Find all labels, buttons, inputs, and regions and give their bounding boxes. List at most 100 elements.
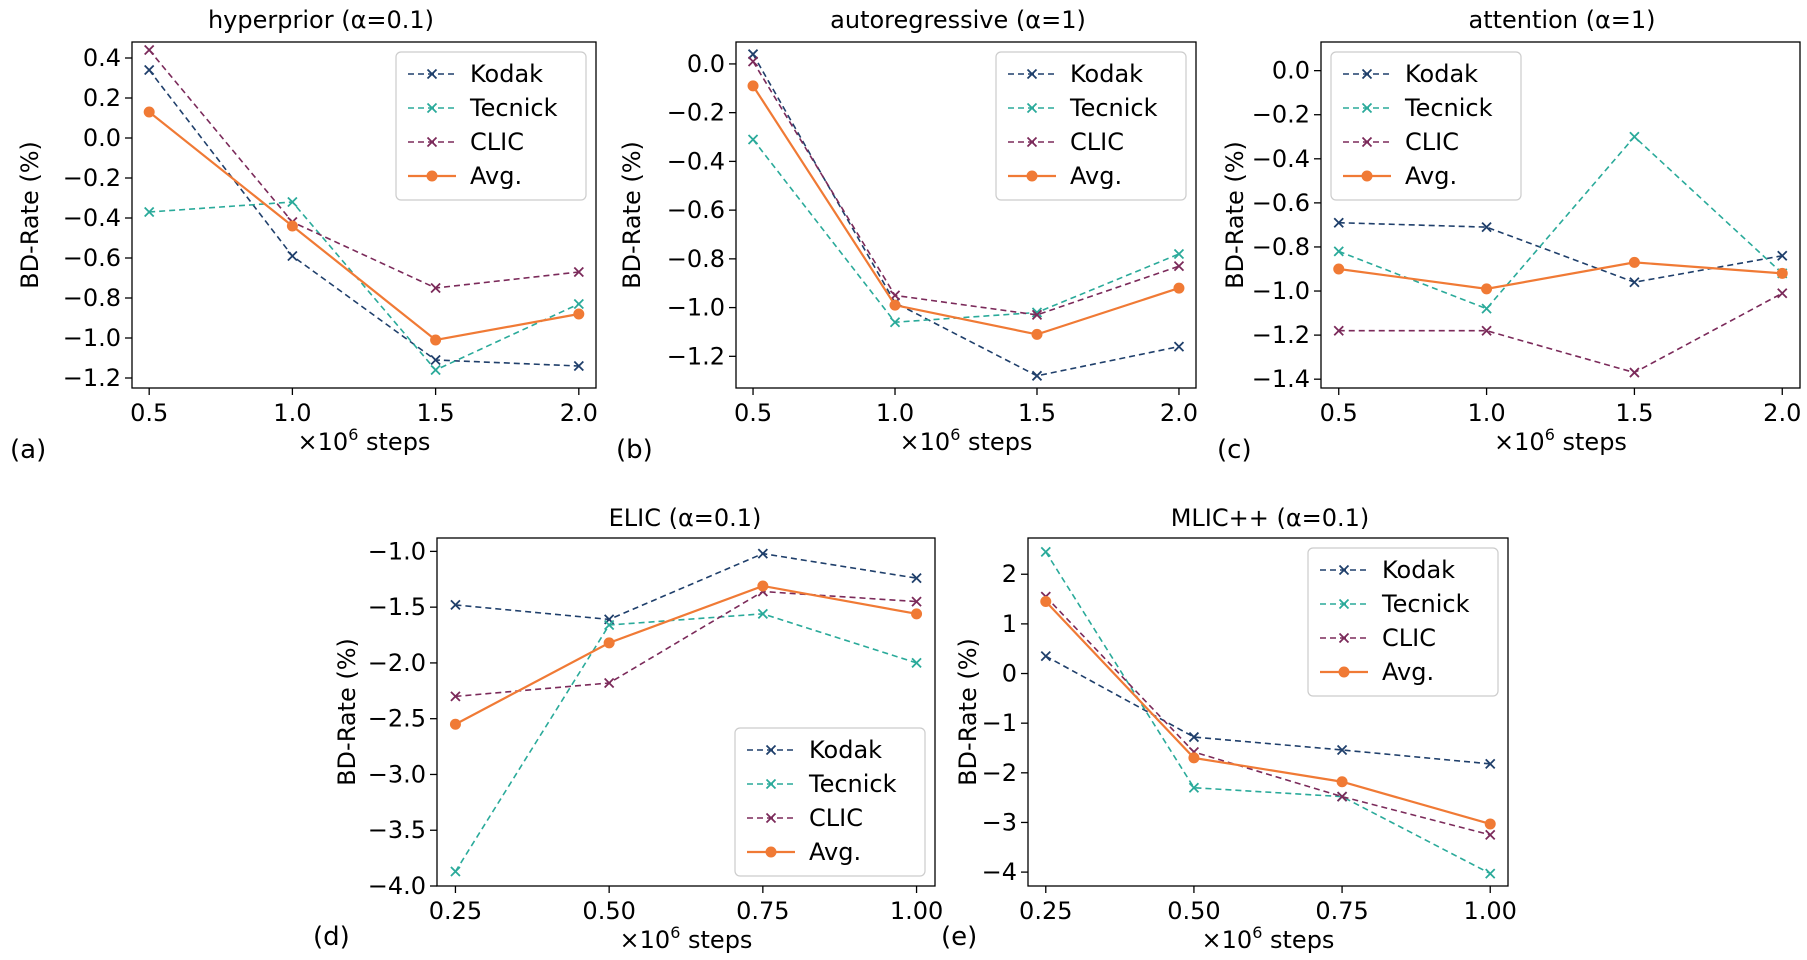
y-tick-label: −0.8	[667, 245, 725, 273]
series-clic	[450, 586, 922, 702]
y-tick-label: −1.2	[667, 342, 725, 370]
legend-box	[995, 51, 1187, 201]
series-avg	[143, 106, 585, 346]
series-clic	[1333, 288, 1788, 378]
y-tick-label: −1.0	[667, 294, 725, 322]
legend: Kodak Tecnick CLIC Avg.	[734, 727, 926, 877]
series-tecnick	[144, 196, 584, 376]
series-avg	[1040, 596, 1496, 830]
legend: Kodak Tecnick CLIC Avg.	[1307, 547, 1499, 697]
x-tick-label: 0.75	[736, 897, 789, 925]
data-point-tecnick	[747, 134, 759, 145]
legend-marker-avg	[1026, 170, 1038, 182]
data-point-kodak	[1333, 217, 1344, 228]
series-kodak	[1040, 651, 1496, 770]
y-tick-label: −2.0	[368, 649, 426, 677]
y-tick-label: −1.0	[1252, 277, 1310, 305]
x-tick-label: 1.5	[1018, 399, 1056, 427]
legend-marker-clic	[765, 812, 777, 824]
data-point-tecnick	[144, 206, 155, 218]
data-point-kodak	[144, 64, 155, 76]
data-point-kodak	[1188, 731, 1200, 743]
legend-label-clic: CLIC	[809, 804, 863, 832]
series-line-avg	[148, 111, 580, 342]
series-line-tecnick	[752, 138, 1180, 324]
y-axis-label: BD-Rate (%)	[954, 638, 982, 786]
data-point-avg	[449, 718, 461, 730]
data-point-clic	[1333, 325, 1344, 336]
data-point-tecnick	[1188, 782, 1200, 793]
x-axis-label: ×106 steps	[900, 425, 1033, 456]
series-line-avg	[454, 584, 917, 726]
series-tecnick	[747, 134, 1185, 328]
legend-box	[395, 51, 587, 201]
series-line-kodak	[455, 552, 917, 621]
axes-frame	[1027, 537, 1509, 887]
y-tick-label: −0.4	[63, 204, 121, 232]
legend-label-avg: Avg.	[1070, 162, 1122, 190]
data-point-avg	[430, 334, 442, 346]
legend: Kodak Tecnick CLIC Avg.	[995, 51, 1187, 201]
x-tick-label: 0.75	[1315, 897, 1368, 925]
x-tick-label: 0.25	[1019, 897, 1072, 925]
series-line-clic	[752, 61, 1180, 316]
x-tick-label: 0.5	[130, 399, 168, 427]
data-point-clic	[1336, 791, 1348, 802]
x-tick-label: 2.0	[560, 399, 598, 427]
series-line-tecnick	[149, 201, 580, 371]
data-point-kodak	[911, 573, 922, 584]
series-kodak	[144, 64, 584, 372]
y-tick-label: −0.6	[667, 196, 725, 224]
y-tick-label: −1.0	[63, 324, 121, 352]
data-point-avg	[1481, 283, 1493, 295]
legend: Kodak Tecnick CLIC Avg.	[395, 51, 587, 201]
legend-marker-kodak	[1338, 564, 1350, 576]
data-point-clic	[747, 56, 759, 67]
legend-label-tecnick: Tecnick	[1404, 94, 1493, 122]
data-point-kodak	[1777, 250, 1788, 261]
panel-letter: (d)	[313, 922, 350, 952]
data-point-kodak	[287, 250, 298, 262]
legend-marker-avg	[426, 170, 438, 182]
data-point-avg	[1776, 267, 1788, 279]
panel-title: autoregressive (α=1)	[830, 6, 1086, 34]
legend-box	[1330, 51, 1522, 201]
data-point-tecnick	[1031, 307, 1043, 318]
series-line-avg	[1044, 600, 1491, 826]
series-kodak	[450, 548, 922, 625]
series-line-kodak	[148, 69, 579, 367]
y-tick-label: −0.8	[1252, 233, 1310, 261]
data-point-clic	[889, 290, 901, 301]
data-point-kodak	[757, 548, 768, 559]
y-tick-label: −3.0	[368, 760, 426, 788]
legend-label-avg: Avg.	[809, 838, 861, 866]
data-point-tecnick	[1629, 131, 1640, 142]
legend-marker-tecnick	[426, 102, 438, 114]
y-tick-label: 0.4	[83, 44, 121, 72]
data-point-tecnick	[757, 608, 768, 619]
y-tick-label: −0.2	[1252, 101, 1310, 129]
data-point-kodak	[1040, 651, 1051, 662]
panel-letter: (a)	[10, 435, 46, 465]
legend-label-avg: Avg.	[1382, 658, 1434, 686]
series-line-clic	[455, 590, 917, 698]
legend-marker-avg	[765, 846, 777, 858]
data-point-tecnick	[573, 298, 584, 310]
legend-label-kodak: Kodak	[809, 736, 882, 764]
data-point-tecnick	[430, 364, 441, 376]
x-tick-label: 1.5	[417, 399, 455, 427]
data-point-kodak	[1336, 744, 1348, 756]
panel-letter: (b)	[616, 435, 653, 465]
series-line-tecnick	[1045, 551, 1491, 875]
series-avg	[747, 80, 1185, 340]
y-tick-label: −2.5	[368, 705, 426, 733]
legend-label-kodak: Kodak	[1070, 60, 1143, 88]
legend-marker-clic	[426, 136, 438, 148]
x-tick-label: 0.50	[582, 897, 635, 925]
x-tick-label: 1.5	[1615, 399, 1653, 427]
x-tick-label: 1.00	[890, 897, 943, 925]
legend-label-kodak: Kodak	[1405, 60, 1478, 88]
data-point-clic	[1031, 309, 1043, 321]
y-tick-label: 0	[1002, 660, 1017, 688]
legend-label-avg: Avg.	[470, 162, 522, 190]
